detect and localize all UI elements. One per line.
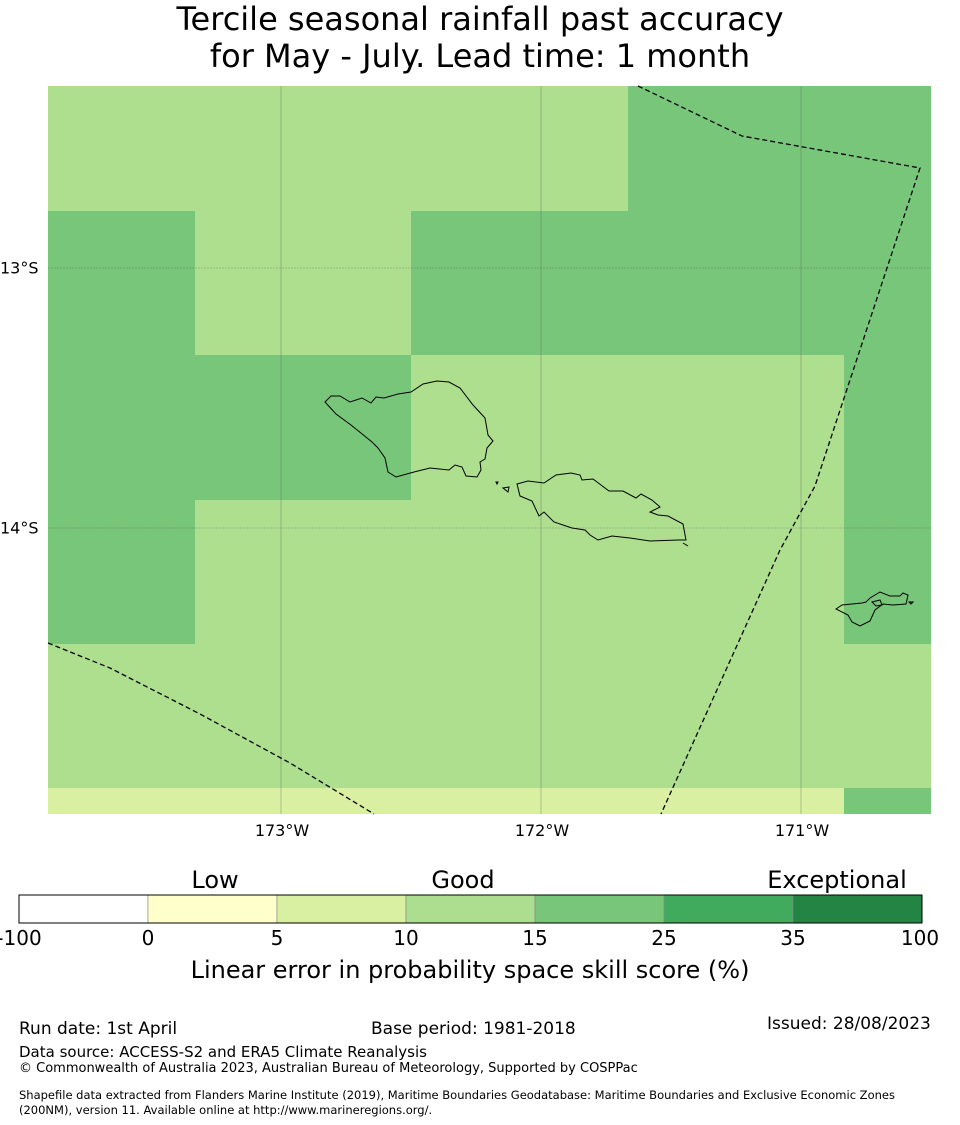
chart-title-line-2: for May - July. Lead time: 1 month <box>209 37 751 75</box>
islands <box>324 380 915 627</box>
aunuu-island <box>907 601 915 605</box>
colorbar-segment <box>276 894 407 924</box>
colorbar-segment <box>18 894 149 924</box>
colorbar-tick: 15 <box>522 926 548 950</box>
graticule <box>48 86 931 814</box>
colorbar-label: Linear error in probability space skill … <box>190 956 750 984</box>
colorbar-segment <box>792 894 923 924</box>
lon-label-173w: 173°W <box>254 821 310 840</box>
colorbar-tick: 100 <box>900 926 940 950</box>
skill-cells-15-25 <box>48 86 931 814</box>
colorbar-category-low: Low <box>191 866 239 894</box>
lat-label-13s: 13°S <box>0 258 39 278</box>
shapefile-credit-1: Shapefile data extracted from Flanders M… <box>19 1088 895 1102</box>
copyright: © Commonwealth of Australia 2023, Austra… <box>19 1061 638 1076</box>
colorbar-segment <box>663 894 794 924</box>
lon-label-171w: 171°W <box>774 821 830 840</box>
manono-island <box>501 486 510 493</box>
colorbar-tick: -100 <box>0 926 42 950</box>
apolima-island <box>495 481 499 486</box>
run-date: Run date: 1st April <box>19 1019 178 1039</box>
maritime-boundaries <box>47 85 921 815</box>
chart-title-line-1: Tercile seasonal rainfall past accuracy <box>176 0 784 38</box>
colorbar-outline <box>18 894 923 924</box>
colorbar-category-exceptional: Exceptional <box>767 866 907 894</box>
colorbar <box>18 894 923 924</box>
base-period: Base period: 1981-2018 <box>371 1019 576 1039</box>
lon-label-172w: 172°W <box>514 821 570 840</box>
upolu-island <box>516 472 687 542</box>
lat-label-14s: 14°S <box>0 518 39 538</box>
colorbar-segment <box>534 894 665 924</box>
colorbar-category-good: Good <box>431 866 495 894</box>
colorbar-tick: 35 <box>780 926 806 950</box>
skill-map <box>47 85 931 815</box>
tutuila-inlet <box>871 599 883 607</box>
tutuila-island <box>835 591 909 627</box>
data-source: Data source: ACCESS-S2 and ERA5 Climate … <box>19 1043 427 1061</box>
tail-upolu <box>682 542 689 547</box>
colorbar-tick: 10 <box>393 926 419 950</box>
colorbar-tick: 25 <box>651 926 677 950</box>
colorbar-tick: 5 <box>270 926 284 950</box>
colorbar-tick: 0 <box>141 926 155 950</box>
issued-date: Issued: 28/08/2023 <box>767 1014 931 1034</box>
savaii-island <box>324 380 494 478</box>
colorbar-segment <box>147 894 278 924</box>
skill-cells-5-10 <box>48 788 844 814</box>
colorbar-segment <box>405 894 536 924</box>
shapefile-credit-2: (200NM), version 11. Available online at… <box>19 1103 433 1117</box>
